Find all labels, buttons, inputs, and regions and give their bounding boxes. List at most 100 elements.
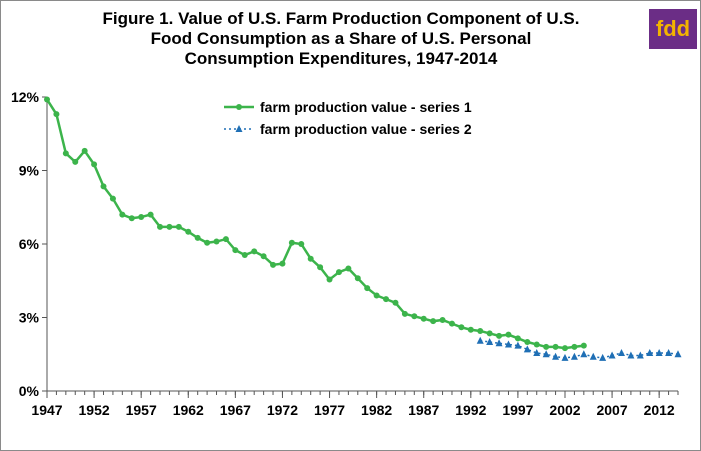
y-tick-label: 6% (19, 236, 40, 252)
x-tick-label: 1957 (126, 402, 157, 418)
series-1-point (166, 223, 173, 230)
series-1-point (185, 228, 192, 235)
series-1-point (580, 342, 587, 349)
series-2-point (495, 339, 503, 347)
series-1-point (288, 239, 295, 246)
series-1-point (448, 320, 455, 327)
series-1-point (364, 285, 371, 292)
series-1-point (279, 260, 286, 267)
series-1-point (119, 211, 126, 218)
x-tick-label: 1977 (314, 402, 345, 418)
series-1-point (354, 275, 361, 282)
series-1-point (552, 343, 559, 350)
title-line-1: Figure 1. Value of U.S. Farm Production … (102, 9, 580, 28)
series-line-1 (45, 98, 584, 350)
series-2-point (504, 340, 512, 348)
series-1-point (91, 161, 98, 168)
series-2-point (617, 349, 625, 357)
series-2-point (580, 350, 588, 358)
series-1-point (147, 211, 154, 218)
series-2-point (665, 349, 673, 357)
series-1-point (251, 248, 258, 255)
chart-title: Figure 1. Value of U.S. Farm Production … (41, 9, 641, 69)
series-1-point (100, 183, 107, 190)
y-tick-label: 0% (19, 383, 40, 399)
series-1-point (222, 236, 229, 243)
series-1-point (62, 150, 69, 157)
series-1-point (194, 234, 201, 241)
series-1-point (477, 327, 484, 334)
series-1-point (72, 158, 79, 165)
series-line-2 (480, 340, 679, 359)
x-tick-label: 2012 (644, 402, 675, 418)
series-1-point (204, 239, 211, 246)
series-1-point (420, 315, 427, 322)
series-2-point (476, 336, 484, 344)
x-tick-label: 1972 (267, 402, 298, 418)
series-1-point (241, 252, 248, 259)
x-tick-label: 1967 (220, 402, 251, 418)
series-1-point (571, 343, 578, 350)
title-line-2: Food Consumption as a Share of U.S. Pers… (150, 29, 532, 48)
series-2-point (636, 351, 644, 359)
series-1-point (175, 223, 182, 230)
series-2-point (589, 352, 597, 360)
series-1-point (486, 330, 493, 337)
series-2-point (552, 352, 560, 360)
series-1-point (138, 214, 145, 221)
series-1-point (298, 241, 305, 247)
series-1-point (524, 339, 531, 345)
legend-marker-1 (236, 104, 242, 110)
x-tick-label: 2007 (596, 402, 627, 418)
series-1-point (317, 264, 324, 271)
y-tick-label: 12% (11, 89, 40, 105)
series-1-point (533, 341, 540, 348)
series-2-point (599, 353, 607, 361)
series-1-point (514, 335, 521, 342)
legend-marker-2 (235, 125, 243, 132)
x-tick-label: 1947 (31, 402, 62, 418)
series-1-point (335, 269, 342, 276)
series-1-point (213, 238, 220, 245)
x-tick-label: 1982 (361, 402, 392, 418)
series-1-point (157, 223, 164, 230)
series-1-point (411, 313, 418, 320)
series-1-point (109, 195, 116, 202)
series-1-point (439, 316, 446, 323)
x-tick-label: 1962 (173, 402, 204, 418)
series-1-point (458, 324, 465, 331)
series-1-point (373, 292, 380, 299)
series-1-point (326, 276, 333, 283)
x-tick-label: 1997 (502, 402, 533, 418)
series-2-point (646, 349, 654, 357)
series-1-point (345, 265, 352, 272)
x-tick-label: 1992 (455, 402, 486, 418)
series-2-point (561, 353, 569, 361)
legend-label-2: farm production value - series 2 (260, 121, 472, 137)
series-1-point (232, 247, 239, 254)
series-1-point (270, 261, 277, 268)
legend-label-1: farm production value - series 1 (260, 99, 472, 115)
series-1-point (307, 255, 314, 262)
series-1-point (561, 345, 568, 352)
series-1-point (392, 299, 399, 306)
series-2-point (523, 345, 531, 353)
series-1-point (260, 253, 267, 260)
fdd-logo: fdd (649, 9, 697, 49)
x-tick-label: 1987 (408, 402, 439, 418)
series-1-point (401, 310, 408, 317)
series-1-point (430, 318, 437, 325)
series-1-point (81, 147, 88, 154)
series-1-point (505, 331, 512, 338)
series-1-point (53, 111, 60, 118)
title-line-3: Consumption Expenditures, 1947-2014 (184, 49, 498, 68)
y-tick-label: 3% (19, 310, 40, 326)
x-tick-label: 2002 (549, 402, 580, 418)
y-tick-label: 9% (19, 163, 40, 179)
series-2-point (570, 352, 578, 360)
series-1-point (383, 296, 390, 303)
series-1-point (543, 343, 550, 350)
series-2-point (486, 338, 494, 345)
series-1-point (44, 96, 50, 103)
